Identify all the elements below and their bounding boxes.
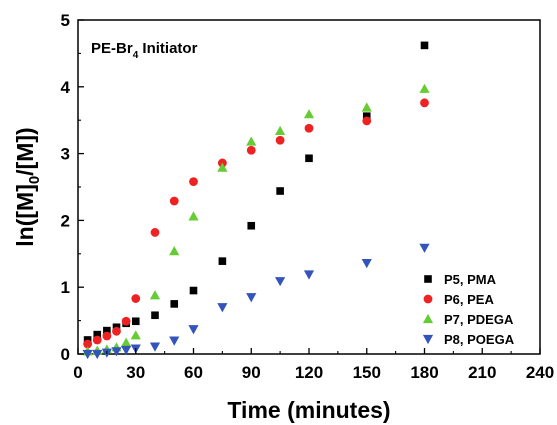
legend-marker bbox=[422, 334, 434, 345]
data-point bbox=[82, 349, 93, 360]
x-tick-label: 30 bbox=[126, 363, 145, 382]
data-point bbox=[303, 109, 315, 119]
data-point bbox=[121, 337, 132, 347]
data-point bbox=[93, 330, 102, 339]
data-point bbox=[419, 243, 430, 253]
data-point bbox=[169, 246, 180, 256]
legend-item: P5, PMA bbox=[424, 272, 497, 287]
series-2 bbox=[83, 98, 429, 349]
data-point bbox=[151, 311, 159, 320]
data-point bbox=[420, 98, 429, 108]
data-point bbox=[189, 286, 198, 295]
data-point bbox=[131, 294, 141, 303]
data-point bbox=[169, 336, 180, 346]
legend-item: P7, PDEGA bbox=[422, 312, 514, 327]
chart-title: PE-Br4 Initiator bbox=[91, 40, 198, 61]
y-tick-label: 5 bbox=[61, 11, 70, 30]
data-point bbox=[92, 335, 102, 345]
data-point bbox=[247, 221, 256, 230]
data-point bbox=[150, 228, 160, 237]
x-tick-label: 180 bbox=[410, 363, 438, 382]
data-point bbox=[420, 41, 429, 50]
data-point bbox=[188, 325, 199, 335]
data-point bbox=[149, 290, 161, 300]
legend-marker bbox=[423, 294, 433, 304]
data-point bbox=[246, 136, 257, 146]
data-point bbox=[149, 342, 161, 352]
series-4 bbox=[82, 243, 430, 360]
x-tick-label: 240 bbox=[526, 363, 554, 382]
y-axis-label: ln([M]0/[M]) bbox=[12, 127, 43, 246]
x-tick-label: 0 bbox=[73, 363, 82, 382]
legend-item: P8, POEGA bbox=[422, 332, 515, 347]
x-tick-label: 210 bbox=[468, 363, 496, 382]
data-point bbox=[275, 125, 286, 135]
data-point bbox=[276, 187, 284, 195]
data-point bbox=[189, 177, 198, 187]
y-tick-label: 1 bbox=[61, 278, 70, 297]
data-point bbox=[170, 300, 179, 308]
x-tick-label: 90 bbox=[242, 363, 261, 382]
legend-item: P6, PEA bbox=[423, 292, 494, 307]
x-axis-label: Time (minutes) bbox=[227, 397, 390, 423]
data-point bbox=[130, 330, 141, 340]
data-point bbox=[275, 277, 286, 287]
data-point bbox=[217, 303, 228, 313]
data-point bbox=[361, 259, 372, 269]
legend-label: P7, PDEGA bbox=[444, 312, 514, 327]
y-tick-label: 3 bbox=[61, 145, 70, 164]
data-point bbox=[111, 347, 122, 357]
x-axis-ticks: 0 30 60 90 120 150 180 210 240 bbox=[73, 348, 554, 382]
data-point bbox=[121, 316, 131, 326]
data-point bbox=[362, 112, 371, 120]
data-point bbox=[304, 123, 314, 133]
data-point bbox=[188, 211, 199, 221]
data-point bbox=[246, 293, 257, 303]
data-point bbox=[102, 331, 112, 341]
data-point bbox=[303, 270, 315, 280]
data-point bbox=[217, 162, 228, 172]
data-point bbox=[92, 349, 103, 360]
data-point bbox=[275, 135, 285, 145]
legend-marker bbox=[422, 313, 434, 324]
data-point bbox=[121, 345, 132, 356]
data-point bbox=[112, 326, 121, 336]
data-point bbox=[361, 102, 372, 112]
legend-marker bbox=[424, 275, 432, 283]
data-point bbox=[246, 145, 256, 155]
data-point bbox=[169, 196, 179, 206]
legend: P5, PMA P6, PEA P7, PDEGA P8, POEGA bbox=[422, 272, 515, 347]
x-tick-label: 120 bbox=[295, 363, 323, 382]
data-point bbox=[362, 116, 372, 126]
x-tick-label: 60 bbox=[184, 363, 203, 382]
legend-label: P8, POEGA bbox=[444, 332, 515, 347]
data-point bbox=[131, 317, 140, 326]
series-3 bbox=[82, 83, 430, 356]
data-point bbox=[103, 326, 111, 335]
data-point bbox=[305, 154, 313, 163]
data-point bbox=[83, 339, 93, 349]
legend-label: P6, PEA bbox=[444, 292, 494, 307]
y-tick-label: 0 bbox=[61, 345, 70, 364]
data-point bbox=[218, 257, 227, 265]
data-marks bbox=[82, 41, 430, 360]
y-tick-label: 4 bbox=[61, 78, 71, 97]
data-point bbox=[419, 83, 430, 93]
y-axis-ticks: 0 1 2 3 4 5 bbox=[61, 11, 84, 364]
x-tick-label: 150 bbox=[353, 363, 381, 382]
legend-label: P5, PMA bbox=[444, 272, 497, 287]
y-tick-label: 2 bbox=[61, 211, 70, 230]
